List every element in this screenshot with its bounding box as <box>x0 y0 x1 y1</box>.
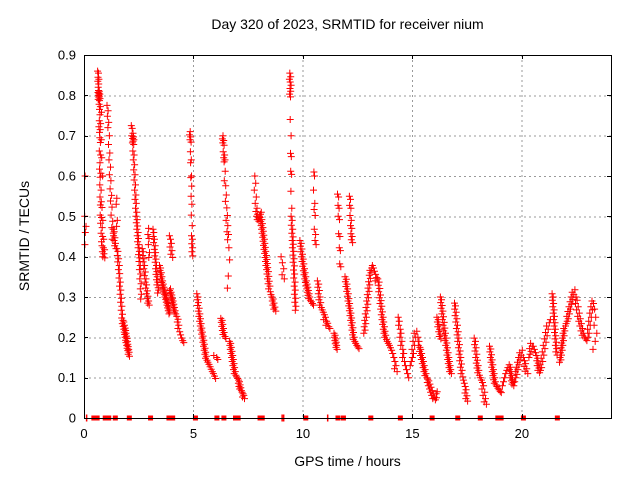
x-tick-label: 15 <box>405 426 419 441</box>
y-tick-label: 0.7 <box>58 128 76 143</box>
chart-title: Day 320 of 2023, SRMTID for receiver niu… <box>211 16 484 32</box>
y-tick-label: 0.4 <box>58 249 76 264</box>
y-tick-label: 0.2 <box>58 330 76 345</box>
x-tick-label: 0 <box>80 426 87 441</box>
y-tick-label: 0.3 <box>58 290 76 305</box>
y-tick-label: 0.9 <box>58 48 76 63</box>
plot-border <box>84 55 612 419</box>
x-tick-label: 20 <box>515 426 529 441</box>
y-tick-label: 0.1 <box>58 370 76 385</box>
x-axis-title: GPS time / hours <box>294 453 401 469</box>
y-tick-label: 0.8 <box>58 88 76 103</box>
x-tick-label: 10 <box>296 426 310 441</box>
x-tick-label: 5 <box>190 426 197 441</box>
y-tick-label: 0 <box>69 411 76 426</box>
y-tick-label: 0.5 <box>58 209 76 224</box>
y-tick-label: 0.6 <box>58 169 76 184</box>
data-points <box>81 67 601 408</box>
